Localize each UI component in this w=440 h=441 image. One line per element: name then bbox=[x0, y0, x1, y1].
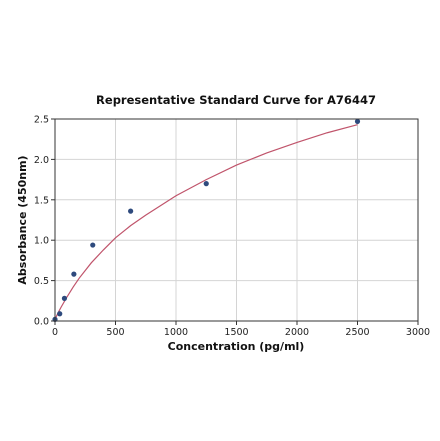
ticks-layer: 0 500 1000 1500 2000 2500 3000 0.0 0.5 1.0 1.5 2.0 2… bbox=[34, 115, 430, 339]
x-tick-label: 2500 bbox=[345, 327, 369, 338]
x-axis-label: Concentration (pg/ml) bbox=[168, 340, 305, 353]
x-tick-label: 1500 bbox=[224, 327, 248, 338]
data-point bbox=[57, 311, 63, 317]
x-tick-label: 0 bbox=[52, 327, 58, 338]
data-point bbox=[71, 271, 77, 277]
fit-curve-layer bbox=[54, 124, 358, 320]
fit-curve bbox=[54, 124, 358, 320]
y-tick-label: 1.0 bbox=[34, 236, 49, 247]
x-tick-label: 3000 bbox=[406, 327, 430, 338]
data-point bbox=[61, 295, 68, 301]
y-tick-label: 2.5 bbox=[34, 115, 49, 126]
y-axis-label: Absorbance (450nm) bbox=[16, 155, 29, 284]
x-tick-label: 2000 bbox=[285, 327, 309, 338]
chart-title: Representative Standard Curve for A76447 bbox=[96, 93, 376, 107]
data-point bbox=[354, 118, 361, 125]
data-points-layer bbox=[52, 118, 361, 322]
x-tick-label: 1000 bbox=[164, 327, 188, 338]
y-tick-label: 1.5 bbox=[34, 195, 49, 206]
grid-layer bbox=[54, 118, 419, 322]
y-tick-label: 0.5 bbox=[34, 276, 49, 287]
data-point bbox=[128, 208, 134, 214]
data-point bbox=[203, 181, 209, 187]
y-tick-label: 2.0 bbox=[34, 155, 49, 166]
y-tick-label: 0.0 bbox=[34, 317, 49, 328]
data-point bbox=[90, 242, 96, 248]
x-tick-label: 500 bbox=[106, 327, 124, 338]
